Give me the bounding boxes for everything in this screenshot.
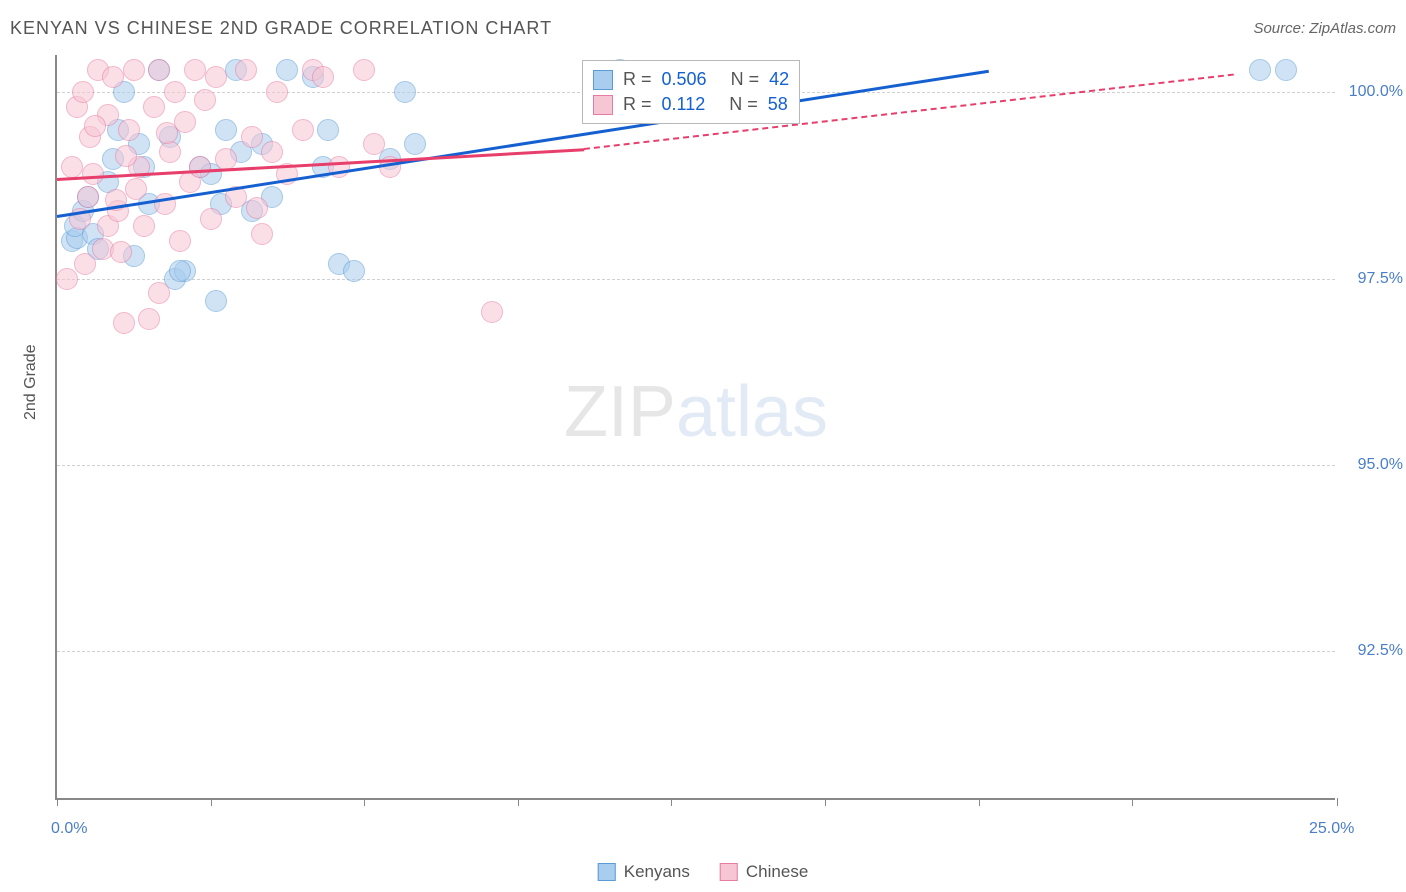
data-point	[84, 115, 106, 137]
data-point	[246, 197, 268, 219]
x-tick	[1337, 798, 1338, 806]
legend-item: Kenyans	[598, 862, 690, 882]
data-point	[276, 59, 298, 81]
x-tick	[518, 798, 519, 806]
data-point	[312, 66, 334, 88]
chart-header: KENYAN VS CHINESE 2ND GRADE CORRELATION …	[10, 18, 1396, 39]
x-tick-label: 25.0%	[1309, 820, 1354, 838]
legend-label: Kenyans	[624, 862, 690, 882]
data-point	[353, 59, 375, 81]
x-tick	[211, 798, 212, 806]
x-tick	[979, 798, 980, 806]
data-point	[261, 141, 283, 163]
data-point	[292, 119, 314, 141]
gridline	[57, 651, 1335, 652]
y-tick-label: 95.0%	[1358, 456, 1403, 474]
data-point	[148, 282, 170, 304]
data-point	[169, 260, 191, 282]
scatter-chart: ZIPatlas 92.5%95.0%97.5%100.0%0.0%25.0%R…	[55, 55, 1335, 800]
stats-r-value: 0.506	[662, 69, 707, 90]
stats-n-value: 58	[768, 94, 788, 115]
data-point	[123, 59, 145, 81]
data-point	[156, 122, 178, 144]
data-point	[118, 119, 140, 141]
x-tick	[57, 798, 58, 806]
data-point	[394, 81, 416, 103]
data-point	[138, 308, 160, 330]
data-point	[205, 290, 227, 312]
data-point	[184, 59, 206, 81]
source-credit: Source: ZipAtlas.com	[1253, 20, 1396, 37]
data-point	[115, 145, 137, 167]
watermark-atlas: atlas	[676, 372, 828, 452]
stats-n-value: 42	[769, 69, 789, 90]
data-point	[159, 141, 181, 163]
x-tick	[825, 798, 826, 806]
watermark-zip: ZIP	[564, 372, 676, 452]
data-point	[241, 126, 263, 148]
data-point	[82, 163, 104, 185]
data-point	[317, 119, 339, 141]
chart-title: KENYAN VS CHINESE 2ND GRADE CORRELATION …	[10, 18, 552, 39]
data-point	[143, 96, 165, 118]
data-point	[61, 156, 83, 178]
data-point	[251, 223, 273, 245]
data-point	[113, 312, 135, 334]
data-point	[74, 253, 96, 275]
data-point	[77, 186, 99, 208]
data-point	[266, 81, 288, 103]
stats-swatch	[593, 95, 613, 115]
y-tick-label: 100.0%	[1349, 83, 1403, 101]
data-point	[189, 156, 211, 178]
data-point	[164, 81, 186, 103]
data-point	[235, 59, 257, 81]
data-point	[363, 133, 385, 155]
gridline	[57, 279, 1335, 280]
legend: Kenyans Chinese	[598, 862, 809, 882]
data-point	[125, 178, 147, 200]
data-point	[169, 230, 191, 252]
data-point	[1249, 59, 1271, 81]
data-point	[133, 215, 155, 237]
x-tick	[1132, 798, 1133, 806]
data-point	[205, 66, 227, 88]
stats-r-label: R =	[623, 69, 652, 90]
x-tick	[364, 798, 365, 806]
data-point	[194, 89, 216, 111]
data-point	[72, 81, 94, 103]
data-point	[148, 59, 170, 81]
gridline	[57, 465, 1335, 466]
y-tick-label: 97.5%	[1358, 270, 1403, 288]
x-tick-label: 0.0%	[51, 820, 87, 838]
data-point	[343, 260, 365, 282]
legend-label: Chinese	[746, 862, 808, 882]
y-tick-label: 92.5%	[1358, 642, 1403, 660]
stats-r-label: R =	[623, 94, 652, 115]
stats-row: R = 0.506 N = 42	[593, 67, 789, 92]
stats-swatch	[593, 70, 613, 90]
data-point	[1275, 59, 1297, 81]
stats-r-value: 0.112	[662, 94, 706, 115]
watermark: ZIPatlas	[564, 371, 828, 453]
legend-swatch	[720, 863, 738, 881]
x-tick	[671, 798, 672, 806]
data-point	[215, 119, 237, 141]
y-axis-label: 2nd Grade	[22, 344, 40, 420]
legend-swatch	[598, 863, 616, 881]
data-point	[200, 208, 222, 230]
stats-row: R = 0.112 N = 58	[593, 92, 789, 117]
data-point	[110, 241, 132, 263]
data-point	[56, 268, 78, 290]
stats-n-label: N =	[731, 69, 760, 90]
data-point	[102, 66, 124, 88]
data-point	[481, 301, 503, 323]
stats-n-label: N =	[729, 94, 758, 115]
stats-box: R = 0.506 N = 42 R = 0.112 N = 58	[582, 60, 800, 124]
data-point	[404, 133, 426, 155]
legend-item: Chinese	[720, 862, 808, 882]
